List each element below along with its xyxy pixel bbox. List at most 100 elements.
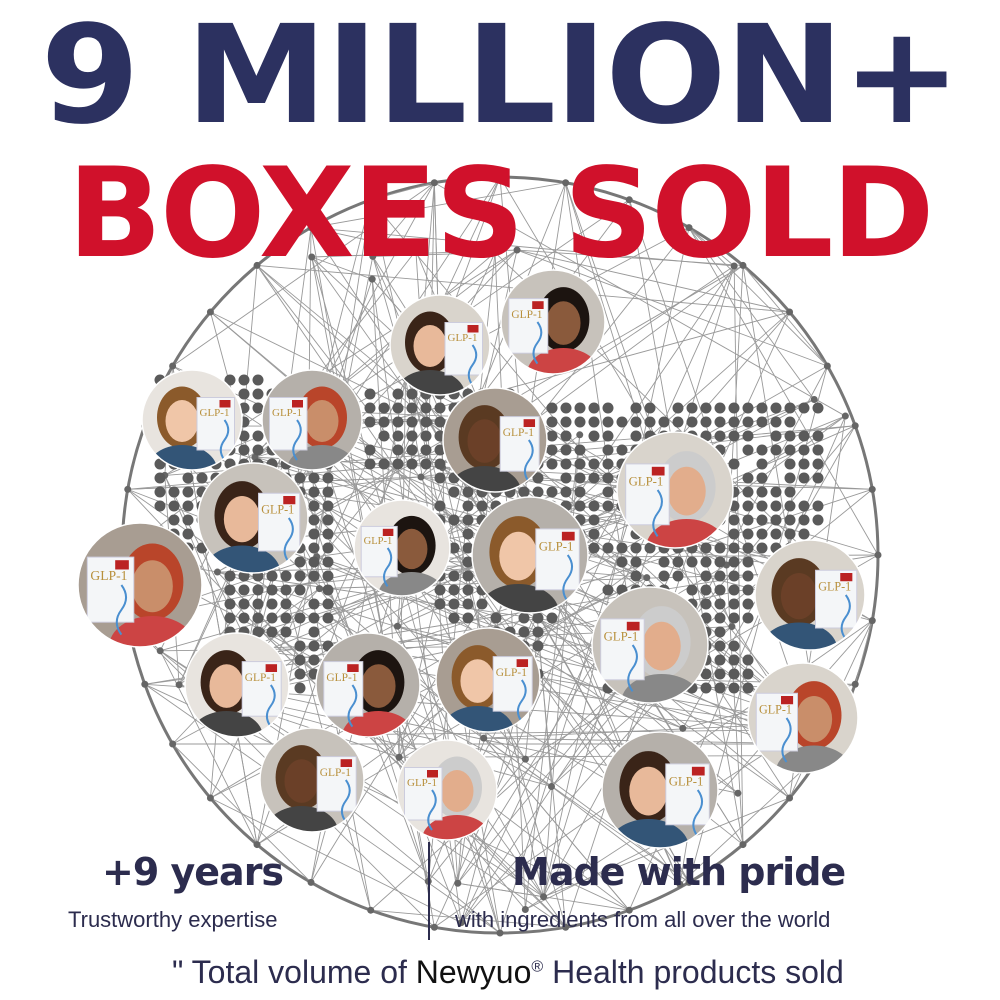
map-dot [420, 444, 432, 456]
dna-icon [219, 419, 230, 461]
network-node [307, 878, 315, 886]
network-node [496, 929, 504, 937]
network-node [395, 753, 403, 761]
map-dot [462, 500, 474, 512]
map-dot [742, 514, 754, 526]
map-dot [728, 682, 740, 694]
map-dot [784, 444, 796, 456]
map-dot [490, 612, 502, 624]
map-dot [294, 640, 306, 652]
map-dot [182, 472, 194, 484]
map-dot [756, 458, 768, 470]
flag-icon [840, 573, 853, 582]
map-dot [574, 458, 586, 470]
map-dot [798, 472, 810, 484]
map-dot [448, 486, 460, 498]
dna-icon [562, 554, 574, 602]
map-dot [378, 430, 390, 442]
product-label: GLP-1 [200, 407, 230, 419]
network-node [175, 681, 183, 689]
map-dot [756, 402, 768, 414]
map-dot [406, 458, 418, 470]
network-node [513, 246, 521, 254]
map-dot [560, 444, 572, 456]
map-dot [238, 430, 250, 442]
network-line [292, 425, 856, 493]
map-dot [714, 682, 726, 694]
flag-icon [651, 466, 665, 476]
network-line [370, 182, 435, 201]
map-dot [672, 570, 684, 582]
map-dot [266, 584, 278, 596]
network-node [786, 794, 794, 802]
map-dot [742, 486, 754, 498]
map-dot [308, 654, 320, 666]
product-label: GLP-1 [448, 332, 478, 344]
network-node [213, 568, 221, 576]
network-node [169, 362, 177, 370]
map-dot [392, 416, 404, 428]
network-node [576, 431, 584, 439]
map-dot [322, 486, 334, 498]
map-dot [798, 402, 810, 414]
network-line [460, 509, 659, 923]
network-line [726, 265, 744, 566]
network-node [253, 841, 261, 849]
network-line [726, 564, 744, 845]
map-dot [168, 486, 180, 498]
map-dot [462, 542, 474, 554]
map-dot [532, 640, 544, 652]
map-dot [546, 430, 558, 442]
map-dot [448, 514, 460, 526]
map-dot [602, 542, 614, 554]
map-dot [784, 528, 796, 540]
map-dot [252, 374, 264, 386]
map-dot [308, 556, 320, 568]
network-line [534, 265, 744, 421]
map-dot [546, 416, 558, 428]
map-dot [714, 416, 726, 428]
network-node [734, 789, 742, 797]
product-label: GLP-1 [364, 536, 393, 547]
map-dot [588, 542, 600, 554]
map-dot [700, 542, 712, 554]
map-dot [322, 514, 334, 526]
map-dot [602, 416, 614, 428]
map-dot [602, 500, 614, 512]
flag-icon [219, 400, 231, 408]
map-dot [294, 654, 306, 666]
map-dot [266, 598, 278, 610]
map-dot [546, 444, 558, 456]
map-dot [224, 584, 236, 596]
divider [428, 842, 430, 940]
map-dot [406, 444, 418, 456]
map-dot [630, 416, 642, 428]
dna-icon [265, 684, 276, 728]
map-dot [728, 528, 740, 540]
network-line [413, 182, 567, 559]
dna-icon [627, 644, 638, 692]
map-dot [812, 402, 824, 414]
map-dot [658, 416, 670, 428]
map-dot [252, 444, 264, 456]
map-dot [714, 556, 726, 568]
map-dot [616, 556, 628, 568]
network-node [521, 906, 529, 914]
map-dot [294, 584, 306, 596]
map-dot [448, 584, 460, 596]
map-dot [364, 402, 376, 414]
map-dot [602, 458, 614, 470]
map-dot [770, 416, 782, 428]
network-node [307, 224, 315, 232]
map-dot [798, 514, 810, 526]
network-node [562, 179, 570, 187]
dna-icon [283, 517, 294, 563]
network-line [434, 182, 846, 417]
map-dot [644, 402, 656, 414]
map-dot [168, 500, 180, 512]
map-dot [798, 500, 810, 512]
footnote-prefix: " Total volume of [172, 954, 416, 990]
map-dot [728, 598, 740, 610]
map-dot [378, 402, 390, 414]
